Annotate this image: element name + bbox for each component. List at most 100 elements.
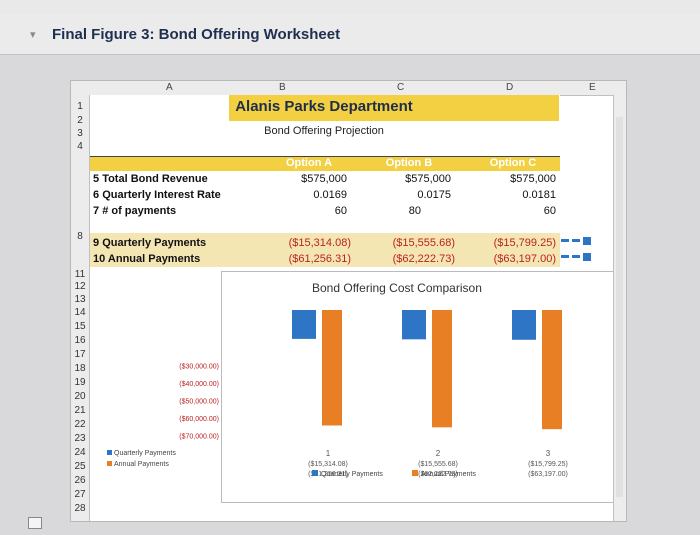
label-text: # of payments: [102, 205, 177, 217]
legend-swatch: [312, 470, 318, 476]
spreadsheet[interactable]: A B C D E 1 2 3 4 8 11 12 13 14 15 16 17…: [70, 80, 627, 522]
row-num[interactable]: 16: [74, 335, 86, 346]
annual-c[interactable]: ($63,197.00): [493, 253, 556, 265]
payments-a[interactable]: 60: [334, 205, 347, 217]
row-num[interactable]: 1: [77, 101, 83, 112]
revenue-c[interactable]: $575,000: [510, 173, 556, 185]
rate-c[interactable]: 0.0181: [522, 189, 556, 201]
payments-band: [90, 233, 560, 267]
label-annual-payments[interactable]: 10 Annual Payments: [93, 253, 200, 265]
annual-a[interactable]: ($61,256.31): [288, 253, 351, 265]
department-title[interactable]: Alanis Parks Department: [235, 98, 413, 115]
spark-q-b: [572, 239, 580, 242]
row-num[interactable]: 21: [74, 405, 86, 416]
side-legend-label: Quarterly Payments: [114, 450, 176, 457]
row-num[interactable]: 17: [74, 349, 86, 360]
subtitle-band: [229, 121, 559, 141]
row-num[interactable]: 3: [77, 128, 83, 139]
row-num[interactable]: 23: [74, 433, 86, 444]
chart-title: Bond Offering Cost Comparison: [312, 281, 482, 295]
revenue-a[interactable]: $575,000: [301, 173, 347, 185]
vertical-scrollbar[interactable]: [613, 95, 626, 521]
annual-b[interactable]: ($62,222.73): [392, 253, 455, 265]
rate-b[interactable]: 0.0175: [417, 189, 451, 201]
col-a[interactable]: A: [166, 82, 173, 93]
row-num[interactable]: 28: [74, 503, 86, 514]
y-tick-label: ($30,000.00): [179, 364, 219, 371]
row-num[interactable]: 27: [74, 489, 86, 500]
row-num[interactable]: 19: [74, 377, 86, 388]
row-number: 9: [93, 237, 100, 249]
label-num-payments[interactable]: 7 # of payments: [93, 205, 176, 217]
option-b-header[interactable]: Option B: [385, 157, 433, 169]
label-quarterly-payments[interactable]: 9 Quarterly Payments: [93, 237, 206, 249]
spark-a-c: [583, 253, 591, 261]
column-header: A B C D E: [71, 81, 626, 96]
row-number: 5: [93, 173, 100, 185]
data-label-quarterly: ($15,799.25): [528, 461, 568, 468]
label-text: Quarterly Payments: [102, 237, 207, 249]
data-label-annual: ($61,256.31): [308, 471, 348, 478]
row-num[interactable]: 22: [74, 419, 86, 430]
legend-label: Quarterly Payments: [321, 471, 383, 478]
option-a-header[interactable]: Option A: [285, 157, 333, 169]
spark-a-b: [572, 255, 580, 258]
row-num[interactable]: 20: [74, 391, 86, 402]
row-num[interactable]: 2: [77, 115, 83, 126]
projection-subtitle[interactable]: Bond Offering Projection: [264, 125, 384, 137]
browser-top-strip: [0, 0, 700, 14]
label-interest-rate[interactable]: 6 Quarterly Interest Rate: [93, 189, 221, 201]
y-tick-label: ($70,000.00): [179, 434, 219, 441]
quarterly-b[interactable]: ($15,555.68): [392, 237, 455, 249]
bar-quarterly-3: [512, 310, 536, 340]
data-label-quarterly: ($15,314.08): [308, 461, 348, 468]
row-number: 6: [93, 189, 100, 201]
row-num[interactable]: 25: [74, 461, 86, 472]
col-b[interactable]: B: [279, 82, 286, 93]
row-num[interactable]: 18: [74, 363, 86, 374]
spark-q-c: [583, 237, 591, 245]
col-d[interactable]: D: [506, 82, 514, 93]
payments-b[interactable]: 80: [408, 205, 421, 217]
quarterly-c[interactable]: ($15,799.25): [493, 237, 556, 249]
data-label-annual: ($62,222.73): [418, 471, 458, 478]
label-text: Annual Payments: [107, 253, 201, 265]
col-e[interactable]: E: [589, 82, 596, 93]
quarterly-a[interactable]: ($15,314.08): [288, 237, 351, 249]
chart-canvas: Bond Offering Cost Comparison 1 ($15,314.…: [292, 281, 568, 478]
row-num[interactable]: 15: [74, 321, 86, 332]
payments-c[interactable]: 60: [543, 205, 556, 217]
scroll-thumb[interactable]: [616, 117, 623, 497]
revenue-b[interactable]: $575,000: [405, 173, 451, 185]
data-label-annual: ($63,197.00): [528, 471, 568, 478]
spark-q-a: [561, 239, 569, 242]
option-c-header[interactable]: Option C: [489, 157, 537, 169]
row-number: 10: [93, 253, 106, 265]
row-num[interactable]: 26: [74, 475, 86, 486]
sparkline-icons: [561, 237, 591, 261]
y-tick-label: ($50,000.00): [179, 399, 219, 406]
row-num[interactable]: 24: [74, 447, 86, 458]
label-text: Total Bond Revenue: [102, 173, 208, 185]
spark-a-a: [561, 255, 569, 258]
side-legend-swatch: [107, 461, 112, 466]
label-total-revenue[interactable]: 5 Total Bond Revenue: [93, 173, 208, 185]
page-title: Final Figure 3: Bond Offering Worksheet: [52, 26, 341, 43]
row-num[interactable]: 13: [74, 294, 86, 305]
side-legend-label: Annual Payments: [114, 461, 169, 468]
category-label: 3: [546, 449, 551, 458]
row-num[interactable]: 14: [74, 307, 86, 318]
sheet-icon[interactable]: [28, 517, 42, 529]
bar-quarterly-2: [402, 310, 426, 340]
options-header-row: [90, 156, 560, 171]
data-label-quarterly: ($15,555.68): [418, 461, 458, 468]
col-c[interactable]: C: [397, 82, 405, 93]
bond-cost-chart[interactable]: Bond Offering Cost Comparison 1 ($15,314.…: [221, 271, 625, 503]
row-num[interactable]: 8: [77, 231, 83, 242]
y-tick-label: ($60,000.00): [179, 416, 219, 423]
row-num[interactable]: 12: [74, 281, 86, 292]
rate-a[interactable]: 0.0169: [313, 189, 347, 201]
row-num[interactable]: 4: [77, 141, 83, 152]
chevron-down-icon[interactable]: ▾: [30, 29, 36, 41]
row-num[interactable]: 11: [74, 269, 86, 280]
